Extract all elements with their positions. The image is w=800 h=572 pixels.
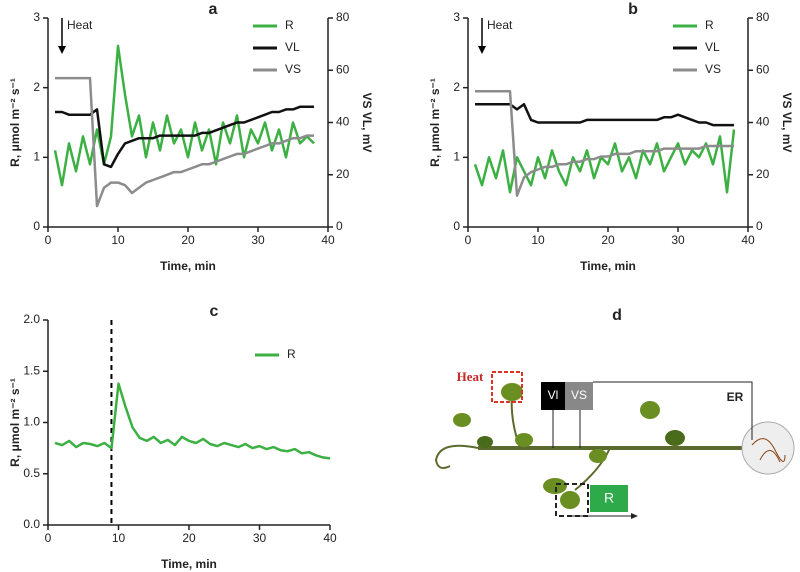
- petiole: [574, 447, 611, 491]
- annotation: Heat: [67, 18, 93, 32]
- y-tick-label: 3: [33, 10, 40, 24]
- vs-label: VS: [571, 388, 587, 402]
- arrow-head: [631, 513, 638, 519]
- x-tick-label: 40: [323, 531, 337, 545]
- legend-label: VS: [285, 62, 301, 76]
- y-axis-label: R, μmol m⁻² s⁻¹: [8, 78, 22, 167]
- y-tick-label: 2: [453, 80, 460, 94]
- y-tick-label: 0.5: [23, 466, 40, 480]
- series-line: [54, 382, 331, 460]
- y2-tick-label: 0: [756, 219, 763, 233]
- x-tick-label: 20: [181, 233, 195, 247]
- x-tick-label: 0: [45, 531, 52, 545]
- y-tick-label: 1: [453, 150, 460, 164]
- y2-tick-label: 20: [756, 167, 770, 181]
- y2-tick-label: 40: [756, 115, 770, 129]
- r-box: [590, 485, 628, 512]
- y-tick-label: 1: [33, 150, 40, 164]
- x-tick-label: 30: [251, 233, 265, 247]
- er-label: ER: [727, 390, 744, 404]
- x-axis-label: Time, min: [161, 557, 217, 571]
- x-tick-label: 30: [253, 531, 267, 545]
- legend-label: VL: [285, 40, 300, 54]
- x-tick-label: 10: [111, 233, 125, 247]
- leaf: [640, 401, 660, 419]
- y2-tick-label: 80: [336, 10, 350, 24]
- y2-tick-label: 60: [336, 62, 350, 76]
- panel-label: a: [209, 1, 218, 18]
- x-tick-label: 10: [531, 233, 545, 247]
- legend-label: VL: [705, 40, 720, 54]
- series-line: [475, 102, 734, 127]
- vl-label: Vl: [548, 388, 559, 402]
- legend-label: VS: [705, 62, 721, 76]
- x-tick-label: 0: [45, 233, 52, 247]
- series-line: [55, 105, 314, 169]
- annotation: Heat: [487, 18, 513, 32]
- y2-axis-label: VS VL, mV: [780, 92, 794, 152]
- leaf: [501, 383, 523, 401]
- panel-label: b: [628, 1, 638, 18]
- heat-zone: [491, 371, 523, 403]
- series-line: [473, 129, 736, 194]
- legend-label: R: [287, 347, 296, 361]
- roots: [751, 438, 786, 463]
- x-tick-label: 10: [112, 531, 126, 545]
- vl-box: [541, 382, 565, 410]
- leaf: [560, 491, 580, 509]
- leaf: [589, 449, 607, 463]
- x-tick-label: 0: [465, 233, 472, 247]
- x-tick-label: 40: [741, 233, 755, 247]
- y-axis-label: R, μmol m⁻² s⁻¹: [8, 378, 22, 467]
- y-axis-label: R, μmol m⁻² s⁻¹: [428, 78, 442, 167]
- y-tick-label: 0: [33, 219, 40, 233]
- legend-label: R: [705, 18, 714, 32]
- x-tick-label: 20: [601, 233, 615, 247]
- heat-label: Heat: [457, 369, 484, 384]
- y2-tick-label: 0: [336, 219, 343, 233]
- series-line: [53, 44, 315, 187]
- y2-tick-label: 60: [756, 62, 770, 76]
- tendril: [434, 444, 479, 469]
- leaf: [515, 433, 533, 447]
- annotation-arrowhead: [58, 46, 66, 54]
- y2-axis-label: VS VL, mV: [360, 92, 374, 152]
- y-tick-label: 0: [453, 219, 460, 233]
- dish: [741, 421, 795, 475]
- y-tick-label: 1.5: [23, 363, 40, 377]
- leaf: [665, 430, 685, 446]
- legend-label: R: [285, 18, 294, 32]
- y2-tick-label: 40: [336, 115, 350, 129]
- series-line: [475, 89, 734, 197]
- x-tick-label: 30: [671, 233, 685, 247]
- leaf: [477, 436, 493, 448]
- leaf: [543, 478, 567, 494]
- y-tick-label: 2: [33, 80, 40, 94]
- y-tick-label: 0.0: [23, 517, 40, 531]
- y-tick-label: 2.0: [23, 312, 40, 326]
- annotation-arrowhead: [478, 46, 486, 54]
- r-label: R: [604, 490, 614, 506]
- x-tick-label: 40: [321, 233, 335, 247]
- panel-label: d: [612, 307, 622, 324]
- diagram: d Heat Vl VS ER R: [434, 307, 795, 519]
- series-line: [55, 76, 314, 208]
- vs-box: [565, 382, 593, 410]
- y-tick-label: 1.0: [23, 415, 40, 429]
- leaf: [453, 413, 471, 427]
- x-tick-label: 20: [182, 531, 196, 545]
- y2-tick-label: 80: [756, 10, 770, 24]
- y-tick-label: 3: [453, 10, 460, 24]
- x-axis-label: Time, min: [580, 259, 636, 273]
- panel-label: c: [210, 303, 219, 320]
- x-axis-label: Time, min: [160, 259, 216, 273]
- y2-tick-label: 20: [336, 167, 350, 181]
- wire: [593, 381, 753, 440]
